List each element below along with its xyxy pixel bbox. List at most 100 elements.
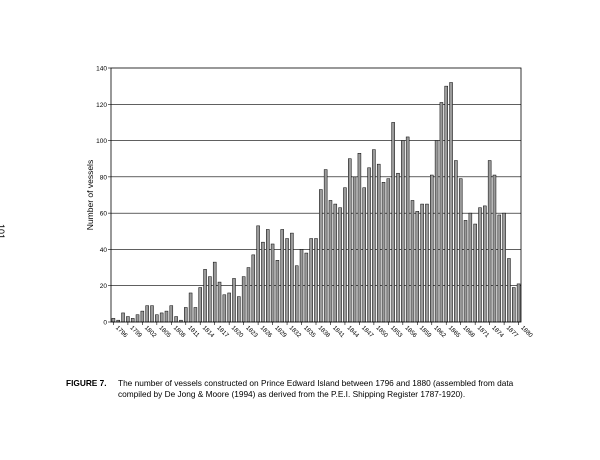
x-tick-label: 1859	[418, 324, 433, 339]
y-tick-label: 60	[100, 211, 108, 218]
bar-1800	[130, 318, 135, 323]
bar-1821	[232, 278, 236, 323]
x-tick-label: 1829	[273, 324, 288, 339]
bar-1806	[159, 312, 164, 323]
x-tick-label: 1811	[186, 324, 201, 339]
page-number: 101	[0, 224, 6, 240]
bar-1865	[444, 85, 448, 323]
bar-1822	[237, 296, 241, 323]
bar-1844	[343, 187, 347, 323]
x-tick-label: 1877	[505, 324, 520, 339]
bar-1848	[362, 187, 366, 323]
bar-1804	[150, 305, 154, 323]
x-tick-label: 1835	[302, 324, 317, 339]
bar-1875	[492, 174, 497, 323]
x-tick-label: 1826	[259, 324, 274, 339]
x-tick-label: 1880	[519, 324, 534, 339]
bar-1859	[415, 211, 420, 323]
y-tick-label: 20	[100, 283, 108, 290]
bar-1828	[266, 229, 270, 323]
bar-1832	[285, 238, 289, 323]
x-tick-label: 1847	[360, 324, 375, 339]
bar-1798	[121, 312, 125, 323]
bar-1863	[434, 140, 439, 323]
bar-1819	[222, 294, 227, 323]
bar-1808	[169, 305, 174, 323]
bar-1824	[246, 267, 251, 323]
figure-caption: FIGURE 7. The number of vessels construct…	[66, 378, 566, 400]
bar-1860	[420, 203, 424, 323]
bar-1825	[251, 254, 256, 323]
bar-1869	[463, 220, 468, 323]
x-tick-label: 1853	[389, 324, 404, 339]
y-tick-label: 0	[103, 320, 107, 327]
x-tick-label: 1865	[447, 324, 462, 339]
bar-1818	[217, 281, 222, 323]
bar-1814	[198, 287, 202, 323]
x-tick-label: 1808	[172, 324, 187, 339]
bar-1801	[135, 314, 140, 323]
bar-1830	[275, 260, 280, 323]
bar-1873	[483, 205, 487, 323]
x-tick-label: 1856	[403, 324, 418, 339]
bar-1838	[314, 238, 318, 323]
bar-1836	[304, 252, 309, 323]
bar-1833	[290, 232, 294, 323]
bar-1834	[294, 265, 299, 323]
bar-1831	[280, 229, 284, 323]
x-tick-label: 1850	[374, 324, 389, 339]
bar-1850	[372, 149, 376, 323]
bar-1857	[405, 136, 410, 323]
bar-1817	[212, 261, 217, 323]
bar-1841	[328, 200, 333, 323]
caption-line-1: The number of vessels constructed on Pri…	[118, 378, 514, 388]
x-tick-label: 1799	[128, 324, 143, 339]
bar-1802	[140, 310, 145, 323]
bar-1867	[454, 160, 458, 323]
x-tick-label: 1805	[157, 324, 172, 339]
bar-1843	[338, 207, 342, 323]
bar-1853	[386, 178, 391, 323]
bar-1812	[188, 292, 193, 323]
bar-1816	[208, 276, 212, 323]
x-tick-label: 1844	[346, 324, 361, 339]
x-tick-label: 1868	[461, 324, 476, 339]
bar-1813	[193, 307, 198, 323]
x-tick-label: 1802	[143, 324, 158, 339]
bar-1846	[352, 176, 357, 323]
x-tick-label: 1823	[244, 324, 259, 339]
bar-1880	[516, 283, 521, 323]
bar-1847	[357, 153, 362, 323]
bar-1807	[164, 310, 169, 323]
bar-1811	[184, 307, 188, 323]
bar-1805	[155, 314, 159, 323]
figure-label: FIGURE 7.	[66, 378, 107, 388]
bar-1870	[468, 212, 473, 323]
bar-1840	[323, 169, 328, 323]
bar-1837	[309, 238, 313, 323]
bar-1866	[449, 82, 453, 323]
y-axis-label: Number of vessels	[85, 160, 95, 230]
bar-1861	[425, 203, 429, 323]
plot-frame	[110, 67, 522, 323]
x-tick-label: 1796	[114, 324, 129, 339]
bar-1864	[439, 102, 444, 323]
y-tick-label: 100	[96, 138, 107, 145]
bar-1809	[174, 316, 178, 323]
bar-1879	[512, 287, 516, 323]
bar-1874	[487, 160, 492, 323]
bar-1862	[430, 174, 434, 323]
bar-1823	[241, 276, 246, 323]
x-tick-label: 1841	[331, 324, 346, 339]
bar-1849	[367, 167, 371, 323]
bar-1878	[507, 258, 511, 323]
bar-1796	[111, 318, 116, 323]
bar-1868	[458, 178, 463, 323]
bar-1855	[396, 172, 400, 323]
bar-1799	[126, 316, 130, 323]
bars	[111, 82, 521, 323]
x-tick-label: 1814	[201, 324, 216, 339]
caption-line-2: compiled by De Jong & Moore (1994) as de…	[118, 389, 466, 399]
bar-1845	[348, 158, 352, 323]
